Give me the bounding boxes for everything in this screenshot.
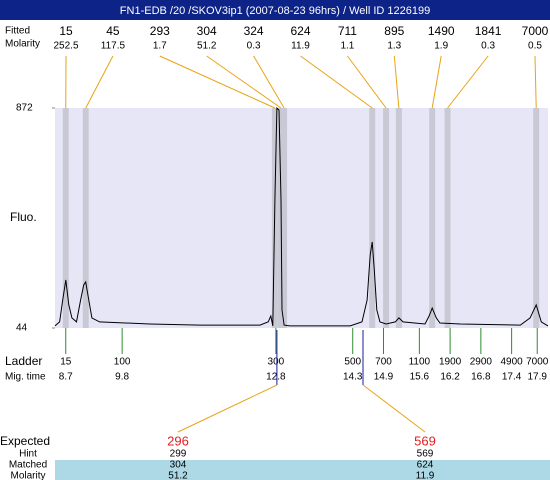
- ladder-size: 15: [60, 357, 72, 368]
- row-label: Mig. time: [5, 372, 46, 383]
- peak-molarity: 1.7: [153, 41, 167, 52]
- peak-molarity: 0.3: [247, 41, 261, 52]
- peak-size: 293: [150, 24, 170, 38]
- peak-connector: [300, 55, 373, 109]
- matched-value: 304: [170, 460, 187, 471]
- ladder-size: 500: [344, 357, 361, 368]
- expected-value: 569: [414, 433, 436, 448]
- peak-connector: [534, 55, 537, 109]
- peak-band: [281, 108, 288, 328]
- peak-size: 324: [244, 24, 264, 38]
- peak-molarity: 0.5: [528, 41, 542, 52]
- peak-size: 304: [197, 24, 217, 38]
- ladder-mig: 9.8: [115, 372, 129, 383]
- molarity-value: 11.9: [416, 471, 435, 480]
- peak-band: [62, 108, 69, 328]
- row-label: Ladder: [5, 354, 42, 368]
- peak-molarity: 11.9: [291, 41, 310, 52]
- peak-connector: [447, 55, 489, 109]
- ladder-mig: 14.9: [374, 372, 394, 383]
- peak-connector: [393, 55, 400, 109]
- expected-value: 296: [167, 433, 189, 448]
- title: FN1-EDB /20 /SKOV3ip1 (2007-08-23 96hrs)…: [120, 5, 430, 17]
- peak-molarity: 1.1: [340, 41, 354, 52]
- matched-band: [55, 460, 550, 480]
- peak-size: 7000: [522, 24, 549, 38]
- ladder-mig: 16.8: [471, 372, 491, 383]
- ladder-size: 7000: [526, 357, 549, 368]
- peak-size: 45: [106, 24, 120, 38]
- ladder-size: 4900: [500, 357, 523, 368]
- row-label: Molarity: [5, 39, 40, 50]
- peak-molarity: 1.3: [387, 41, 401, 52]
- row-label: Fitted: [5, 26, 30, 37]
- peak-size: 624: [290, 24, 310, 38]
- peak-molarity: 117.5: [101, 41, 126, 52]
- peak-connector: [253, 55, 285, 109]
- hint-value: 569: [417, 449, 434, 460]
- peak-size: 895: [384, 24, 404, 38]
- peak-connector: [346, 55, 387, 109]
- ladder-mig: 14.3: [343, 372, 363, 383]
- peak-molarity: 1.9: [434, 41, 448, 52]
- peak-connector: [159, 55, 276, 109]
- y-tick-label: 872: [16, 103, 33, 114]
- ladder-size: 2900: [470, 357, 493, 368]
- ladder-size: 1900: [439, 357, 462, 368]
- peak-size: 15: [59, 24, 73, 38]
- peak-size: 1490: [428, 24, 455, 38]
- expected-connector: [177, 384, 278, 433]
- row-label: Molarity: [10, 471, 45, 480]
- ladder-mig: 12.8: [266, 372, 286, 383]
- peak-band: [395, 108, 402, 328]
- ladder-mig: 8.7: [59, 372, 73, 383]
- matched-value: 624: [417, 460, 434, 471]
- peak-size: 1841: [475, 24, 502, 38]
- title-bar: [0, 0, 550, 20]
- hint-value: 299: [170, 449, 187, 460]
- ladder-size: 300: [268, 357, 285, 368]
- y-tick-label: 44: [16, 323, 28, 334]
- peak-band: [444, 108, 451, 328]
- peak-molarity: 51.2: [197, 41, 217, 52]
- ladder-mig: 15.6: [410, 372, 430, 383]
- peak-band: [383, 108, 390, 328]
- peak-molarity: 0.3: [481, 41, 495, 52]
- expected-connector: [362, 384, 426, 433]
- ladder-mig: 17.4: [502, 372, 522, 383]
- plot-area: [55, 108, 548, 328]
- peak-band: [429, 108, 436, 328]
- peak-band: [533, 108, 540, 328]
- row-label: Expected: [0, 434, 50, 448]
- peak-connector: [85, 55, 114, 109]
- ladder-size: 700: [375, 357, 392, 368]
- molarity-value: 51.2: [168, 471, 188, 480]
- row-label: Hint: [19, 449, 37, 460]
- peak-molarity: 252.5: [53, 41, 78, 52]
- ladder-size: 1100: [409, 357, 431, 368]
- ladder-mig: 17.9: [528, 372, 548, 383]
- y-axis-label: Fluo.: [10, 210, 37, 224]
- peak-band: [82, 108, 89, 328]
- peak-connector: [431, 55, 442, 109]
- peak-connector: [206, 55, 282, 109]
- ladder-size: 100: [114, 357, 131, 368]
- row-label: Matched: [9, 460, 47, 471]
- trace: [54, 106, 549, 327]
- peak-size: 711: [338, 24, 357, 38]
- ladder-mig: 16.2: [440, 372, 460, 383]
- peak-band: [369, 108, 376, 328]
